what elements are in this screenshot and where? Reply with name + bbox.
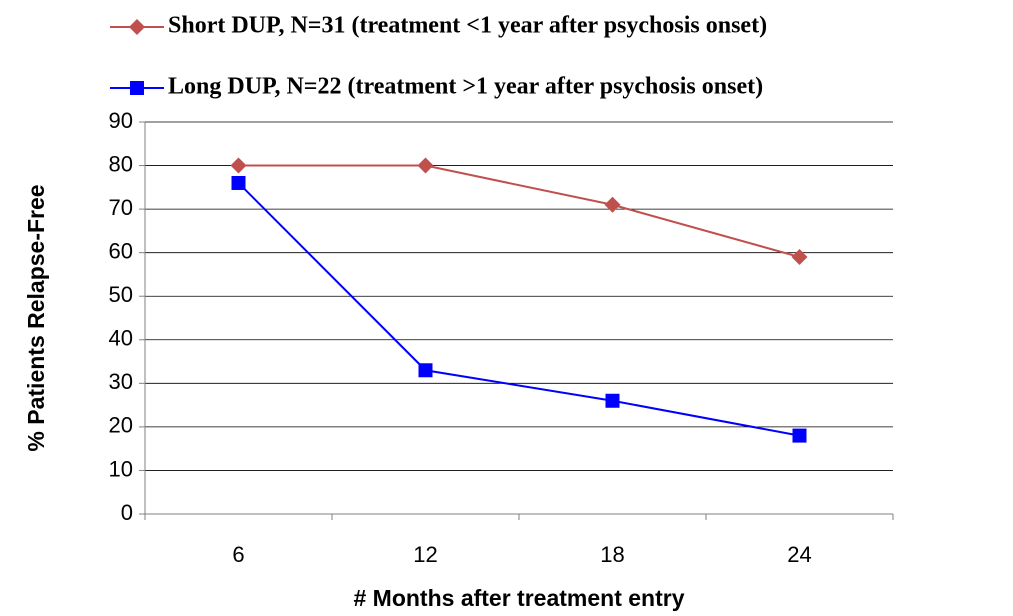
data-point bbox=[417, 157, 434, 174]
x-tick-label: 12 bbox=[413, 542, 437, 567]
y-axis-title: % Patients Relapse-Free bbox=[23, 184, 49, 451]
x-axis-title: # Months after treatment entry bbox=[353, 585, 684, 611]
data-point bbox=[792, 428, 807, 443]
y-tick-label: 30 bbox=[109, 369, 133, 394]
y-tick-label: 90 bbox=[109, 108, 133, 133]
x-tick-label: 24 bbox=[787, 542, 811, 567]
y-tick-label: 70 bbox=[109, 195, 133, 220]
data-point bbox=[604, 196, 621, 213]
legend-label: Short DUP, N=31 (treatment <1 year after… bbox=[168, 13, 767, 39]
data-point bbox=[231, 175, 246, 190]
x-tick-label: 18 bbox=[600, 542, 624, 567]
y-tick-label: 50 bbox=[109, 282, 133, 307]
legend-marker bbox=[129, 19, 145, 35]
y-tick-label: 80 bbox=[109, 151, 133, 176]
y-tick-label: 40 bbox=[109, 326, 133, 351]
y-tick-label: 20 bbox=[109, 413, 133, 438]
legend-label: Long DUP, N=22 (treatment >1 year after … bbox=[168, 74, 763, 100]
x-tick-label: 6 bbox=[232, 542, 244, 567]
data-point bbox=[418, 363, 433, 378]
data-point bbox=[791, 249, 808, 266]
series-line bbox=[238, 164, 800, 258]
y-tick-label: 10 bbox=[109, 456, 133, 481]
data-point bbox=[230, 157, 247, 174]
y-tick-label: 60 bbox=[109, 238, 133, 263]
y-tick-label: 0 bbox=[121, 500, 133, 525]
data-point bbox=[605, 393, 620, 408]
legend-marker bbox=[130, 81, 144, 95]
series-line bbox=[237, 182, 800, 437]
